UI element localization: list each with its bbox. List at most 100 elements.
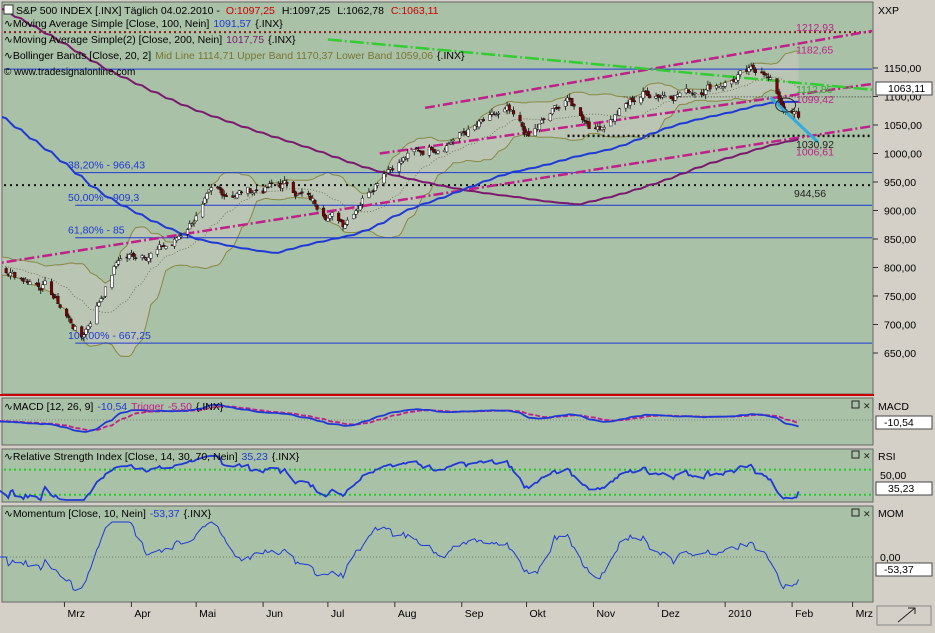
pane-close-icon[interactable]: ✕ (863, 451, 871, 461)
candle-body (147, 257, 151, 262)
candle-body (723, 82, 727, 87)
price-tick-label: 1050,00 (884, 120, 922, 132)
pane-maximize-icon[interactable] (851, 450, 860, 459)
candle (119, 255, 123, 261)
candle-body (218, 187, 222, 190)
candle-body (239, 191, 244, 194)
candle (645, 87, 649, 97)
candle (28, 279, 32, 286)
level-label: 1006,61 (796, 147, 834, 159)
annotation-ellipse (775, 97, 797, 113)
candle-body (581, 114, 585, 121)
pane-maximize-icon[interactable] (851, 400, 860, 409)
candle (663, 91, 667, 98)
candle-body (550, 108, 554, 115)
candle (427, 144, 431, 158)
candle (103, 286, 108, 298)
candle-body (43, 280, 47, 285)
candle-body (112, 266, 116, 275)
candle (13, 271, 17, 280)
pane-maximize-icon[interactable] (851, 508, 860, 517)
candle (56, 292, 60, 305)
candle-body (673, 95, 678, 101)
candle (557, 105, 561, 112)
legend-bollinger[interactable]: ∿Bollinger Bands [Close, 20, 2] Mid Line … (4, 50, 465, 62)
candle (164, 245, 168, 250)
candle (723, 80, 727, 89)
time-tick-label: Nov (596, 608, 615, 620)
candle-body (80, 326, 84, 338)
wave-icon: ∿ (4, 34, 13, 46)
macd-axis-title: MACD (878, 401, 909, 413)
candle-body (721, 86, 725, 89)
resize-grip-icon[interactable] (876, 605, 932, 626)
wave-icon: ∿ (4, 451, 13, 463)
rsi-last-box: 35,23 (875, 481, 933, 496)
candle (201, 201, 205, 219)
candle-body (473, 125, 477, 131)
candle-body (797, 111, 801, 118)
candle-body (384, 172, 388, 174)
candle-body (203, 197, 207, 204)
candle (764, 73, 768, 79)
candle (397, 159, 401, 176)
legend-ma100[interactable]: ∿Moving Average Simple [Close, 100, Nein… (4, 18, 283, 30)
candle (69, 317, 73, 324)
candle-body (82, 334, 86, 338)
candle (265, 186, 269, 189)
candle-body (84, 329, 88, 335)
candle-body (110, 275, 114, 288)
pane-close-icon[interactable]: ✕ (863, 401, 871, 411)
candle (220, 187, 224, 199)
candle (162, 242, 166, 248)
level-label: 1030,92 (796, 139, 834, 151)
candle (298, 192, 302, 195)
candle (572, 103, 576, 110)
rsi-panel[interactable] (1, 448, 874, 503)
candle-body (300, 191, 304, 194)
candle-body (132, 253, 136, 257)
candle-body (617, 108, 621, 116)
candle (300, 188, 304, 197)
candle-body (194, 215, 198, 222)
wave-icon: ∿ (4, 401, 13, 413)
candle-body (397, 162, 401, 172)
candle-body (296, 193, 300, 196)
candle (173, 236, 177, 249)
pane-close-icon[interactable]: ✕ (863, 509, 871, 519)
candle (337, 211, 341, 224)
candle-body (432, 149, 436, 153)
legend: ∿Moving Average Simple [Close, 100, Nein… (4, 18, 465, 78)
candle-body (155, 249, 159, 255)
price-tick-label: 650,00 (884, 348, 916, 360)
candle-body (341, 219, 345, 228)
candle (190, 222, 194, 228)
candle-body (458, 132, 462, 139)
symbol-label: XXP (878, 5, 899, 17)
candle (639, 96, 643, 106)
candle (313, 199, 317, 207)
macd-panel[interactable] (1, 397, 874, 446)
candle (570, 98, 574, 107)
chart-icon[interactable] (3, 4, 14, 15)
candle-body (399, 161, 403, 164)
wave-icon: ∿ (4, 50, 13, 62)
legend-ma200[interactable]: ∿Moving Average Simple(2) [Close, 200, N… (4, 34, 296, 46)
candle (252, 190, 257, 196)
macd-label: ∿MACD [12, 26, 9] -10,54 Trigger -5,50 {.INX… (4, 401, 224, 413)
candle-body (747, 67, 751, 72)
candle (689, 90, 693, 95)
candle-body (185, 229, 190, 235)
candle-body (330, 212, 334, 217)
watermark: © www.tradesignalonline.com (4, 67, 135, 78)
candle-body (306, 192, 310, 195)
candle (352, 213, 356, 220)
rsi-line (0, 454, 800, 502)
candle (194, 211, 198, 222)
candle (490, 108, 494, 118)
candle-body (764, 73, 768, 76)
candle (205, 192, 209, 204)
candle (155, 246, 159, 258)
candle (775, 78, 779, 95)
candle-body (533, 128, 537, 137)
